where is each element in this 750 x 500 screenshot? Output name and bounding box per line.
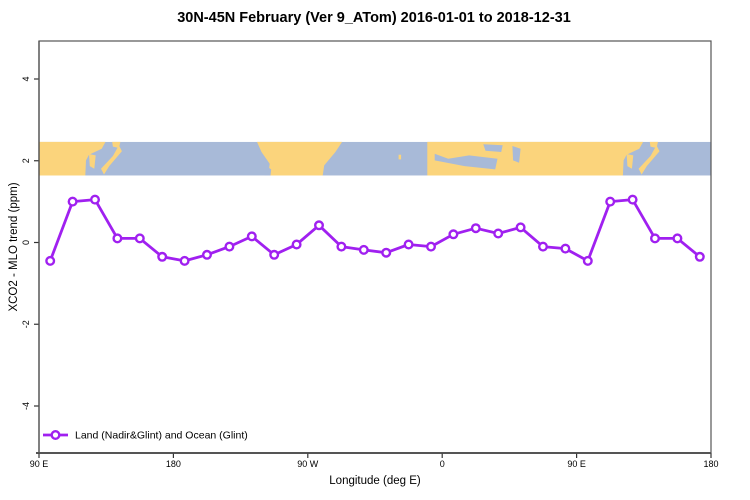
- map-band: [39, 141, 711, 176]
- data-point: [694, 251, 705, 262]
- axes: 90 E 180 90 W 0 90 E 180 -4 -2 0 2 4: [21, 41, 719, 469]
- map-land-japan-2: [638, 145, 660, 175]
- data-point: [627, 194, 638, 205]
- map-ocean-caspian-sea: [512, 146, 521, 163]
- data-point: [67, 196, 78, 207]
- legend-label: Land (Nadir&Glint) and Ocean (Glint): [75, 430, 248, 442]
- map-land-azores: [398, 154, 402, 160]
- y-tick-label: 2: [21, 158, 31, 163]
- data-point: [314, 220, 325, 231]
- map-ocean-black-sea: [483, 144, 503, 152]
- y-tick-label: -2: [21, 320, 31, 328]
- legend: Land (Nadir&Glint) and Ocean (Glint): [43, 430, 248, 442]
- data-point: [157, 251, 168, 262]
- data-point: [89, 194, 100, 205]
- data-point: [650, 233, 661, 244]
- map-land-korea-1: [89, 154, 96, 169]
- x-tick-label: 90 E: [567, 459, 586, 469]
- data-point: [358, 244, 369, 255]
- data-point: [201, 249, 212, 260]
- x-tick-label: 90 W: [297, 459, 319, 469]
- legend-marker: [50, 430, 61, 441]
- data-point: [134, 233, 145, 244]
- map-ocean-mediterranean: [434, 153, 498, 170]
- data-point: [538, 241, 549, 252]
- data-point: [403, 239, 414, 250]
- data-point: [336, 241, 347, 252]
- data-point: [112, 233, 123, 244]
- x-tick-label: 90 E: [30, 459, 49, 469]
- data-point: [605, 196, 616, 207]
- data-point: [269, 249, 280, 260]
- data-point: [426, 241, 437, 252]
- data-series: [45, 194, 705, 266]
- map-land-korea-2: [626, 154, 634, 169]
- data-point: [672, 233, 683, 244]
- data-point: [246, 231, 257, 242]
- data-line: [48, 198, 702, 263]
- chart-title: 30N-45N February (Ver 9_ATom) 2016-01-01…: [177, 10, 571, 26]
- map-ocean-gulf-california: [264, 165, 272, 176]
- data-point: [224, 241, 235, 252]
- y-tick-label: 0: [21, 240, 31, 245]
- map-land-asia-1: [39, 141, 106, 176]
- x-tick-label: 180: [703, 459, 718, 469]
- x-axis-label: Longitude (deg E): [329, 475, 421, 487]
- data-point: [515, 222, 526, 233]
- data-point: [291, 239, 302, 250]
- data-point: [582, 255, 593, 266]
- data-point: [470, 223, 481, 234]
- x-tick-label: 0: [440, 459, 445, 469]
- data-point: [493, 228, 504, 239]
- y-axis-label: XCO2 - MLO trend (ppm): [8, 182, 20, 311]
- plot-border: [38, 40, 712, 454]
- data-point: [45, 255, 56, 266]
- y-tick-label: 4: [21, 76, 31, 81]
- y-tick-label: -4: [21, 402, 31, 410]
- data-point: [560, 243, 571, 254]
- data-point: [179, 255, 190, 266]
- data-point: [448, 229, 459, 240]
- x-tick-label: 180: [166, 459, 181, 469]
- map-land-japan-1: [101, 145, 122, 175]
- data-point: [381, 247, 392, 258]
- map-land-north-america: [257, 141, 343, 176]
